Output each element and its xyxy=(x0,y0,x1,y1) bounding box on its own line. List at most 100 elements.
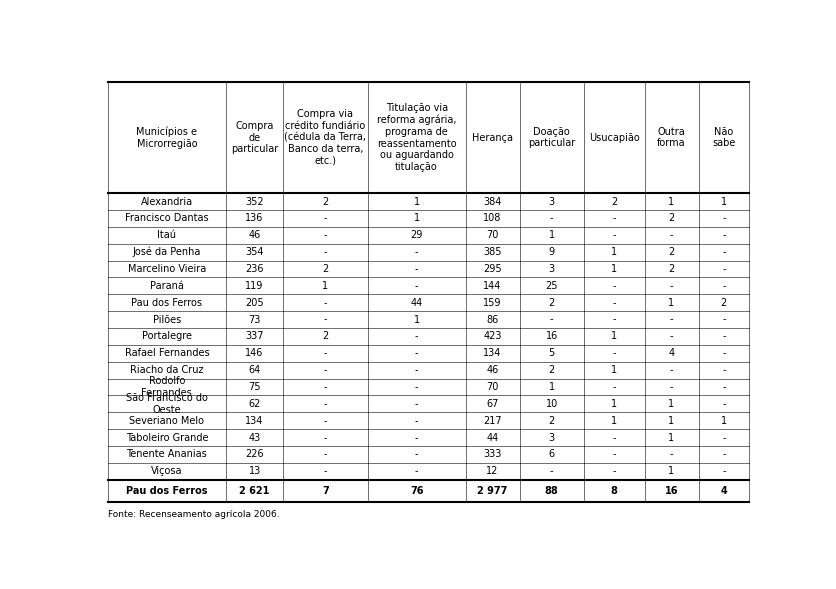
Text: 384: 384 xyxy=(483,197,502,207)
Text: 1: 1 xyxy=(611,247,617,257)
Text: 7: 7 xyxy=(322,486,329,496)
Text: -: - xyxy=(324,416,327,426)
Text: -: - xyxy=(670,365,673,375)
Text: -: - xyxy=(324,449,327,459)
Text: 10: 10 xyxy=(546,399,558,409)
Text: 1: 1 xyxy=(548,382,555,392)
Text: 2: 2 xyxy=(323,332,329,342)
Text: -: - xyxy=(324,247,327,257)
Text: 73: 73 xyxy=(248,315,261,325)
Text: -: - xyxy=(415,247,418,257)
Text: 136: 136 xyxy=(246,213,264,223)
Text: Viçosa: Viçosa xyxy=(151,466,182,477)
Text: Itaú: Itaú xyxy=(157,230,176,240)
Text: -: - xyxy=(613,297,616,307)
Text: 25: 25 xyxy=(545,281,558,291)
Text: 1: 1 xyxy=(548,230,555,240)
Text: -: - xyxy=(613,449,616,459)
Text: Pau dos Ferros: Pau dos Ferros xyxy=(131,297,202,307)
Text: -: - xyxy=(324,432,327,442)
Text: -: - xyxy=(324,399,327,409)
Text: 1: 1 xyxy=(669,399,675,409)
Text: 62: 62 xyxy=(248,399,261,409)
Text: 5: 5 xyxy=(548,348,555,358)
Text: Rafael Fernandes: Rafael Fernandes xyxy=(125,348,209,358)
Text: -: - xyxy=(550,466,553,477)
Text: -: - xyxy=(415,365,418,375)
Text: 1: 1 xyxy=(414,315,420,325)
Text: -: - xyxy=(722,466,726,477)
Text: -: - xyxy=(415,382,418,392)
Text: 333: 333 xyxy=(483,449,502,459)
Text: 385: 385 xyxy=(483,247,502,257)
Text: Francisco Dantas: Francisco Dantas xyxy=(125,213,209,223)
Text: Fonte: Recenseamento agrícola 2006.: Fonte: Recenseamento agrícola 2006. xyxy=(108,509,279,519)
Text: 70: 70 xyxy=(487,230,499,240)
Text: 2: 2 xyxy=(611,197,617,207)
Text: 8: 8 xyxy=(610,486,618,496)
Text: 1: 1 xyxy=(669,432,675,442)
Text: -: - xyxy=(670,382,673,392)
Text: 44: 44 xyxy=(487,432,499,442)
Text: -: - xyxy=(415,264,418,274)
Text: -: - xyxy=(722,449,726,459)
Text: -: - xyxy=(613,466,616,477)
Text: 1: 1 xyxy=(721,416,727,426)
Text: 205: 205 xyxy=(245,297,264,307)
Text: Outra
forma: Outra forma xyxy=(657,127,686,148)
Text: 44: 44 xyxy=(410,297,423,307)
Text: 226: 226 xyxy=(245,449,264,459)
Text: -: - xyxy=(415,332,418,342)
Text: Pilões: Pilões xyxy=(153,315,181,325)
Text: Rodolfo
Fernandes: Rodolfo Fernandes xyxy=(141,376,192,398)
Text: Municípios e
Microrregião: Municípios e Microrregião xyxy=(136,127,197,148)
Text: -: - xyxy=(415,432,418,442)
Text: Riacho da Cruz: Riacho da Cruz xyxy=(130,365,204,375)
Text: -: - xyxy=(613,281,616,291)
Text: 1: 1 xyxy=(669,466,675,477)
Text: 1: 1 xyxy=(611,332,617,342)
Text: -: - xyxy=(324,213,327,223)
Text: -: - xyxy=(722,213,726,223)
Text: 64: 64 xyxy=(248,365,261,375)
Text: 2: 2 xyxy=(323,197,329,207)
Text: -: - xyxy=(722,432,726,442)
Text: 76: 76 xyxy=(410,486,423,496)
Text: 88: 88 xyxy=(545,486,558,496)
Text: -: - xyxy=(550,213,553,223)
Text: 2: 2 xyxy=(548,297,555,307)
Text: 1: 1 xyxy=(611,365,617,375)
Text: -: - xyxy=(722,382,726,392)
Text: -: - xyxy=(722,264,726,274)
Text: 1: 1 xyxy=(669,197,675,207)
Text: São Francisco do
Oeste: São Francisco do Oeste xyxy=(126,393,208,415)
Text: -: - xyxy=(613,213,616,223)
Text: Compra
de
particular: Compra de particular xyxy=(231,121,278,154)
Text: 1: 1 xyxy=(611,416,617,426)
Text: -: - xyxy=(670,281,673,291)
Text: Titulação via
reforma agrária,
programa de
reassentamento
ou aguardando
titulaçã: Titulação via reforma agrária, programa … xyxy=(377,103,456,172)
Text: 1: 1 xyxy=(669,297,675,307)
Text: 2: 2 xyxy=(669,213,675,223)
Text: 2: 2 xyxy=(721,297,727,307)
Text: 159: 159 xyxy=(483,297,502,307)
Text: -: - xyxy=(415,449,418,459)
Text: 43: 43 xyxy=(248,432,261,442)
Text: -: - xyxy=(324,382,327,392)
Text: -: - xyxy=(722,230,726,240)
Text: 134: 134 xyxy=(246,416,264,426)
Text: Severiano Melo: Severiano Melo xyxy=(130,416,204,426)
Text: -: - xyxy=(722,247,726,257)
Text: Alexandria: Alexandria xyxy=(140,197,193,207)
Text: -: - xyxy=(415,416,418,426)
Text: 1: 1 xyxy=(611,264,617,274)
Text: 46: 46 xyxy=(487,365,499,375)
Text: -: - xyxy=(613,230,616,240)
Text: 1: 1 xyxy=(323,281,329,291)
Text: 13: 13 xyxy=(248,466,261,477)
Text: 3: 3 xyxy=(548,264,555,274)
Text: -: - xyxy=(415,466,418,477)
Text: 1: 1 xyxy=(414,197,420,207)
Text: 2 621: 2 621 xyxy=(239,486,270,496)
Text: Marcelino Vieira: Marcelino Vieira xyxy=(128,264,206,274)
